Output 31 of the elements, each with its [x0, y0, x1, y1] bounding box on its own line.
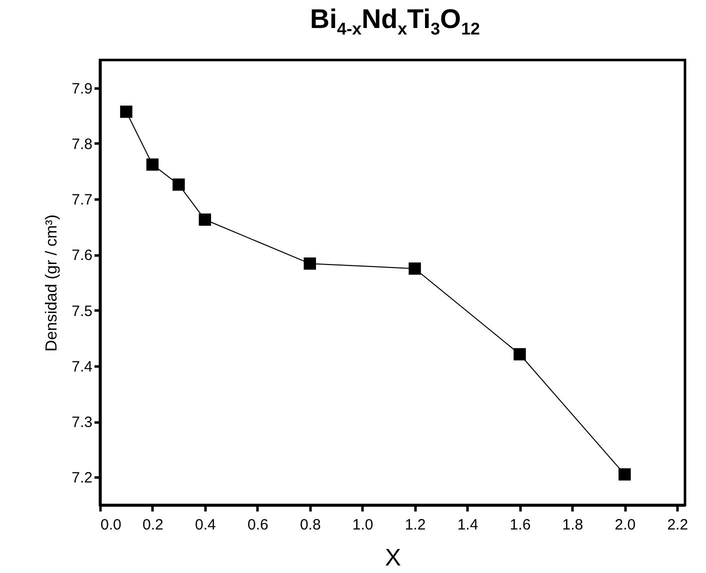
- x-axis-title: X: [384, 544, 402, 572]
- point: [172, 178, 185, 191]
- point: [146, 158, 159, 171]
- point: [120, 106, 132, 118]
- x-tick-label: 0.0: [100, 516, 122, 534]
- y-tick-label: 7.3: [72, 414, 92, 432]
- y-tick-label: 7.4: [72, 358, 92, 376]
- x-tick-label: 2.2: [667, 516, 688, 534]
- y-tick-label: 7.2: [72, 470, 92, 487]
- point: [514, 348, 526, 360]
- point: [618, 468, 631, 481]
- x-tick-label: 1.4: [457, 516, 478, 534]
- y-tick-label: 7.7: [72, 192, 92, 209]
- y-tick-label: 7.8: [72, 136, 92, 153]
- y-axis-title: Densidad (gr / cm³): [44, 214, 61, 352]
- x-tick-label: 1.2: [404, 516, 426, 534]
- x-tick-label: 0.4: [195, 516, 216, 534]
- x-tick-label: 1.6: [510, 516, 531, 534]
- chart-title: Bi$_{4-x}$Nd$_{x}$Ti$_{3}$O$_{12}$: [309, 4, 481, 40]
- y-tick-label: 7.6: [72, 247, 92, 264]
- point: [198, 214, 212, 226]
- point: [408, 262, 421, 275]
- x-tick-label: 0.6: [247, 516, 268, 534]
- x-tick-label: 1.0: [352, 516, 374, 534]
- y-tick-label: 7.9: [72, 80, 92, 98]
- x-tick-label: 0.2: [142, 516, 164, 534]
- x-tick-label: 0.8: [300, 516, 321, 534]
- point: [304, 257, 316, 270]
- x-tick-label: 1.8: [562, 516, 584, 534]
- x-tick-label: 2.0: [614, 516, 636, 534]
- y-tick-label: 7.5: [72, 302, 92, 320]
